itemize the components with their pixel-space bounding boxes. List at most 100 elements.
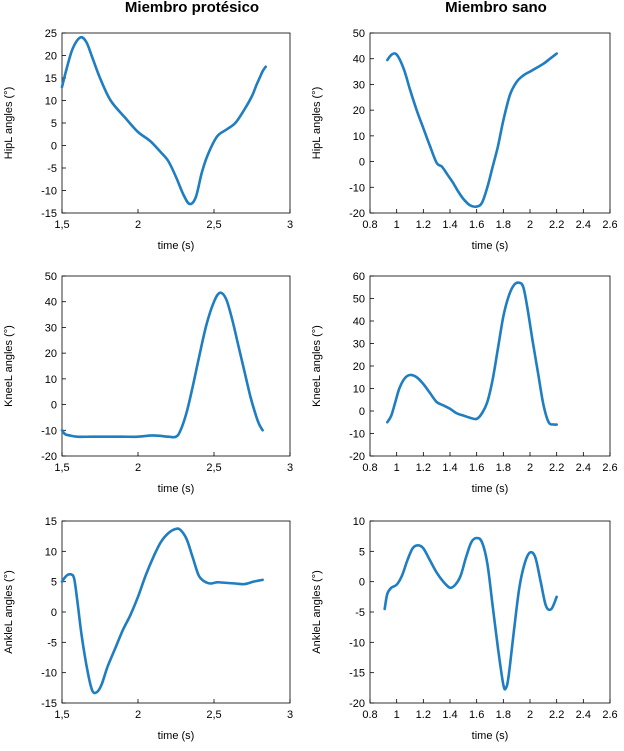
y-tick-label: -5: [47, 163, 57, 175]
x-tick-label: 2.2: [549, 462, 564, 474]
y-tick-label: 10: [45, 374, 57, 386]
plot-frame: [61, 520, 291, 704]
y-axis-label: AnkleL angles (°): [311, 570, 323, 653]
x-axis-label: time (s): [158, 240, 195, 252]
y-tick-label: 10: [353, 384, 365, 396]
y-tick-label: 10: [353, 131, 365, 143]
x-tick-label: 2,5: [206, 462, 221, 474]
x-tick-label: 1.4: [442, 709, 457, 721]
y-tick-label: -20: [349, 208, 365, 220]
x-tick-label: 1.2: [416, 462, 431, 474]
x-tick-label: 2: [527, 219, 533, 231]
x-tick-label: 1.6: [469, 462, 484, 474]
x-tick-label: 2: [135, 709, 141, 721]
plot-frame: [369, 32, 611, 214]
y-tick-label: -10: [41, 425, 57, 437]
y-tick-label: 0: [51, 607, 57, 619]
y-tick-label: 50: [45, 271, 57, 283]
x-axis-label: time (s): [158, 730, 195, 742]
series-line-HipL: [60, 35, 267, 206]
x-tick-label: 2.2: [549, 219, 564, 231]
y-axis-label: AnkleL angles (°): [3, 570, 15, 653]
y-tick-label: 30: [353, 339, 365, 351]
plot-frame: [369, 520, 611, 704]
y-tick-label: -10: [41, 668, 57, 680]
x-tick-label: 2: [135, 462, 141, 474]
y-tick-label: -20: [41, 451, 57, 463]
y-tick-label: -10: [41, 186, 57, 198]
x-tick-label: 3: [287, 709, 293, 721]
y-tick-label: 5: [51, 118, 57, 130]
y-tick-label: 20: [45, 348, 57, 360]
series-line-KneeL: [60, 291, 264, 439]
chart-right-row0: 0.8 1 1.2 1.4 1.6 1.8 2 2.2 2.4 2.6 -20 -10 0 10 20 30 4…: [311, 28, 618, 252]
x-tick-label: 1.2: [416, 709, 431, 721]
y-tick-label: -20: [349, 698, 365, 710]
x-tick-label: 1.6: [469, 219, 484, 231]
y-tick-label: -10: [349, 182, 365, 194]
y-tick-label: 20: [353, 105, 365, 117]
y-axis-label: HipL angles (°): [311, 87, 323, 159]
x-tick-label: 1,5: [54, 219, 69, 231]
y-axis-label: HipL angles (°): [3, 87, 15, 159]
x-tick-label: 2.6: [602, 219, 617, 231]
x-tick-label: 2.6: [602, 709, 617, 721]
x-tick-label: 1.6: [469, 709, 484, 721]
y-tick-label: -15: [41, 698, 57, 710]
x-tick-label: 1.4: [442, 462, 457, 474]
y-tick-label: 5: [51, 577, 57, 589]
x-tick-label: 1: [394, 709, 400, 721]
x-tick-label: 1.8: [496, 709, 511, 721]
chart-right-row1: 0.8 1 1.2 1.4 1.6 1.8 2 2.2 2.4 2.6 -20 -10 0 10 20 30 4…: [311, 271, 618, 495]
chart-left-row1: 1,5 2 2,5 3 -20 -10 0 10 20 30 40 50 time (s) KneeL a…: [3, 271, 293, 495]
y-tick-label: 20: [353, 361, 365, 373]
right-column-title: Miembro sano: [445, 0, 547, 16]
series-line-AnkleL: [60, 527, 264, 695]
x-tick-label: 1.8: [496, 219, 511, 231]
y-tick-label: 10: [45, 546, 57, 558]
y-tick-label: 50: [353, 28, 365, 40]
x-tick-label: 1: [394, 462, 400, 474]
chart-right-row2: 0.8 1 1.2 1.4 1.6 1.8 2 2.2 2.4 2.6 -20 -15 -10 -5 0 5 1…: [311, 516, 618, 742]
y-tick-label: 50: [353, 294, 365, 306]
x-tick-label: 3: [287, 462, 293, 474]
y-tick-label: 0: [359, 577, 365, 589]
y-tick-label: 0: [359, 157, 365, 169]
x-tick-label: 2.2: [549, 709, 564, 721]
y-tick-label: 15: [45, 73, 57, 85]
y-tick-label: 60: [353, 271, 365, 283]
y-tick-label: -20: [349, 451, 365, 463]
y-tick-label: 40: [353, 54, 365, 66]
y-tick-label: 30: [45, 322, 57, 334]
x-tick-label: 2.4: [576, 709, 591, 721]
x-tick-label: 1.8: [496, 462, 511, 474]
y-tick-label: 30: [353, 79, 365, 91]
x-tick-label: 2: [135, 219, 141, 231]
x-tick-label: 1: [394, 219, 400, 231]
y-tick-label: 40: [353, 316, 365, 328]
chart-left-row0: 1,5 2 2,5 3 -15 -10 -5 0 5 10 15 20 25 time (s) HipL a…: [3, 28, 293, 252]
x-tick-label: 2,5: [206, 709, 221, 721]
y-tick-label: 5: [359, 546, 365, 558]
plot-frame: [61, 32, 291, 214]
y-tick-label: 0: [51, 400, 57, 412]
y-tick-label: 0: [359, 406, 365, 418]
x-tick-label: 1.2: [416, 219, 431, 231]
series-line-HipL: [386, 52, 558, 209]
left-column-title: Miembro protésico: [125, 0, 259, 16]
x-tick-label: 1,5: [54, 462, 69, 474]
plot-frame: [369, 275, 611, 457]
y-tick-label: -15: [41, 208, 57, 220]
x-tick-label: 0.8: [362, 219, 377, 231]
y-tick-label: -5: [47, 637, 57, 649]
y-tick-label: 10: [353, 516, 365, 528]
x-tick-label: 2: [527, 709, 533, 721]
chart-left-row2: 1,5 2 2,5 3 -15 -10 -5 0 5 10 15 time (s) AnkleL ang…: [3, 516, 293, 742]
y-tick-label: -15: [349, 668, 365, 680]
y-tick-label: 0: [51, 141, 57, 153]
y-tick-label: -10: [349, 637, 365, 649]
y-tick-label: 25: [45, 28, 57, 40]
y-tick-label: -10: [349, 429, 365, 441]
